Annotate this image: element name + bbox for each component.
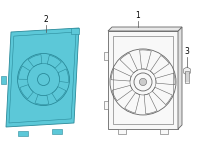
Text: 2: 2 xyxy=(43,15,48,24)
Text: 3: 3 xyxy=(185,47,189,56)
Polygon shape xyxy=(71,28,79,34)
Polygon shape xyxy=(104,51,108,60)
Polygon shape xyxy=(104,101,108,108)
Polygon shape xyxy=(52,129,62,134)
Polygon shape xyxy=(160,129,168,134)
Circle shape xyxy=(38,74,50,86)
Circle shape xyxy=(139,78,147,86)
Polygon shape xyxy=(178,27,182,129)
Polygon shape xyxy=(6,28,79,127)
Polygon shape xyxy=(108,31,178,129)
Polygon shape xyxy=(185,71,189,83)
Text: 1: 1 xyxy=(136,11,140,20)
Polygon shape xyxy=(108,27,182,31)
Polygon shape xyxy=(1,76,6,83)
Polygon shape xyxy=(184,67,190,75)
Circle shape xyxy=(134,73,152,91)
Polygon shape xyxy=(118,129,126,134)
Polygon shape xyxy=(18,131,28,136)
